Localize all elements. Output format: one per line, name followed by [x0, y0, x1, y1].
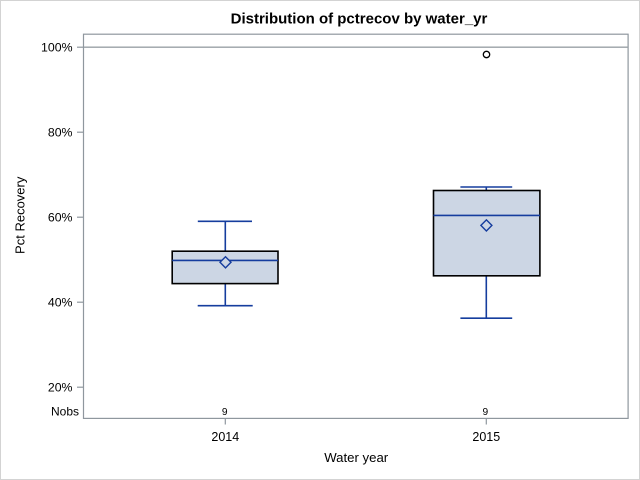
svg-text:60%: 60% [48, 211, 73, 225]
svg-text:40%: 40% [48, 296, 73, 310]
svg-text:2014: 2014 [211, 430, 239, 444]
svg-text:Nobs: Nobs [51, 405, 79, 419]
svg-text:80%: 80% [48, 126, 73, 140]
svg-text:9: 9 [482, 407, 488, 418]
svg-text:Distribution of pctrecov by wa: Distribution of pctrecov by water_yr [231, 11, 488, 28]
svg-text:100%: 100% [41, 41, 73, 55]
svg-text:Pct Recovery: Pct Recovery [12, 176, 27, 254]
svg-text:Water year: Water year [324, 450, 389, 465]
svg-text:9: 9 [222, 407, 228, 418]
svg-text:2015: 2015 [472, 430, 500, 444]
svg-text:20%: 20% [48, 381, 73, 395]
